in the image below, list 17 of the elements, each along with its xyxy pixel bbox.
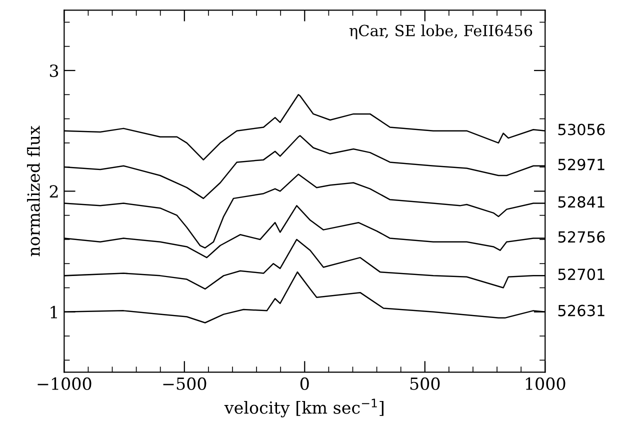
series-label: 53056	[558, 124, 605, 136]
x-tick-label: 1000	[526, 377, 566, 390]
legend-label: 52756	[558, 231, 605, 243]
y-axis-title: normalized flux	[27, 126, 40, 256]
legend-label: 52971	[558, 158, 604, 170]
y-tick-label: 1	[50, 306, 57, 318]
x-tick-label: 0	[300, 377, 309, 390]
legend-label: 52631	[558, 304, 604, 316]
x-axis-title: velocity [km sec$^{−1}$]	[224, 398, 384, 418]
y-tick-label: 3	[50, 64, 58, 78]
x-tick-label: −1000	[38, 377, 92, 390]
annotation: ηCar, SE lobe, FeII6456	[350, 24, 532, 40]
x-tick-label: 500	[410, 377, 440, 390]
series-label: 52701	[558, 268, 604, 280]
x-tick-label: −500	[163, 377, 206, 390]
y-tick-label: 2	[50, 185, 58, 198]
series-label: 52841	[558, 196, 604, 208]
